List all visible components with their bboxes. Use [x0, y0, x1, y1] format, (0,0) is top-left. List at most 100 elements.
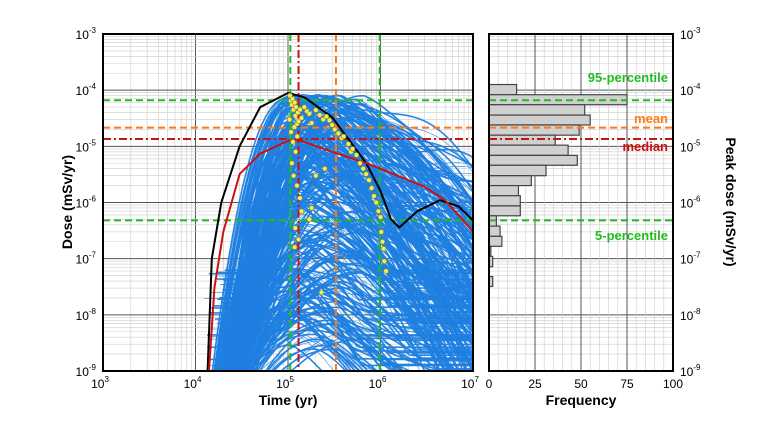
histogram-bar: [489, 195, 521, 207]
ensemble-curve: [238, 268, 473, 337]
hist-y-tick-label: 10-4: [680, 82, 701, 98]
ensemble-curve: [227, 143, 473, 371]
ensemble-curve: [225, 263, 473, 332]
peak-point: [316, 112, 323, 118]
ensemble-curve: [237, 276, 473, 345]
ensemble-curve: [224, 187, 473, 371]
ensemble-curve: [226, 124, 473, 371]
ensemble-curve: [243, 120, 473, 371]
peak-point: [313, 173, 319, 179]
ensemble-curve: [240, 184, 452, 371]
peak-point: [298, 115, 305, 121]
peak-point: [381, 258, 388, 264]
peak-point: [308, 120, 315, 126]
peak-point: [290, 139, 296, 145]
ensemble-curve: [239, 225, 473, 294]
x-tick-label: 103: [91, 375, 109, 391]
ensemble-curve: [244, 135, 473, 371]
peak-point: [290, 173, 297, 179]
peak-point: [379, 239, 386, 245]
histogram-frame: [488, 33, 674, 372]
peak-point: [332, 126, 338, 133]
ensemble-curve: [246, 330, 379, 371]
peak-point: [291, 244, 298, 250]
peak-point: [286, 116, 293, 123]
histogram-bar: [489, 144, 569, 156]
peak-point: [292, 225, 299, 231]
ensemble-curve: [225, 137, 473, 371]
main-reference-lines: [103, 34, 473, 371]
peak-point: [294, 182, 300, 189]
ensemble-curve: [239, 94, 473, 371]
y-tick-label: 10-6: [76, 195, 97, 211]
ensemble-curve: [252, 116, 473, 371]
ensemble-curve: [207, 271, 473, 340]
hist-x-tick-label: 50: [574, 377, 588, 391]
ensemble-curve: [243, 98, 473, 371]
annotation-mean: mean: [634, 111, 668, 126]
ensemble-curves: [204, 93, 473, 371]
max-envelope-line: [206, 92, 473, 371]
ensemble-curve: [255, 129, 473, 371]
peak-point: [371, 193, 377, 199]
ensemble-curve: [238, 224, 473, 293]
y-tick-label: 10-9: [76, 363, 97, 379]
histogram-y-axis-label: Peak dose (mSv/yr): [723, 137, 739, 266]
ensemble-curve: [244, 100, 473, 371]
peak-point: [360, 165, 366, 172]
peak-point: [306, 216, 313, 223]
peak-point: [380, 246, 387, 252]
ensemble-curve: [227, 158, 453, 371]
median-curve-line: [208, 138, 473, 371]
peak-point: [326, 117, 333, 124]
peak-point: [320, 116, 326, 123]
ensemble-curve: [222, 175, 473, 371]
y-tick-label: 10-4: [76, 82, 97, 98]
peak-point: [340, 133, 347, 140]
ensemble-curve: [232, 249, 473, 319]
peak-point: [297, 195, 303, 201]
ensemble-curve: [265, 337, 394, 371]
ensemble-curve: [221, 143, 473, 371]
histogram-bar: [489, 154, 578, 166]
hist-x-tick-label: 0: [486, 377, 493, 391]
peak-point: [292, 149, 299, 155]
summary-curves: [206, 92, 473, 371]
histogram-bar: [489, 114, 591, 126]
histogram-bar: [489, 184, 520, 197]
peak-point: [301, 104, 307, 110]
peak-point: [363, 171, 369, 177]
peak-point: [377, 214, 384, 220]
peak-point: [291, 124, 298, 130]
ensemble-curve: [231, 108, 473, 371]
peak-point: [293, 104, 299, 110]
x-tick-label: 105: [276, 375, 294, 391]
histogram-bar: [489, 164, 547, 177]
peak-point: [313, 107, 319, 113]
peak-point: [368, 185, 375, 191]
ensemble-curve: [216, 129, 473, 371]
histogram-tick-labels: 10-3 10-4 10-5 10-6 10-7 10-8 10-9 0 25 50 75 100: [486, 26, 701, 391]
hist-x-tick-label: 25: [528, 377, 542, 391]
ensemble-curve: [208, 268, 473, 337]
peak-point: [335, 130, 342, 137]
hist-y-tick-label: 10-7: [680, 251, 701, 267]
ensemble-curve: [243, 264, 473, 333]
histogram-bar: [489, 175, 532, 187]
ensemble-curve: [257, 335, 335, 371]
ensemble-curve: [240, 283, 473, 352]
peak-point: [298, 208, 305, 214]
histogram-annotations: 95-percentile mean median 5-percentile: [588, 70, 668, 243]
annotation-median: median: [622, 139, 668, 154]
peak-point: [297, 106, 303, 113]
x-axis-label: Time (yr): [259, 392, 318, 408]
ensemble-curve: [234, 106, 469, 371]
peak-point: [295, 236, 302, 243]
ensemble-curve: [231, 330, 356, 371]
histogram-bar: [489, 134, 556, 146]
peak-point: [357, 160, 363, 166]
ensemble-curve: [253, 344, 324, 371]
peak-point: [288, 129, 294, 135]
peak-point: [295, 118, 302, 124]
peak-point: [383, 268, 389, 274]
